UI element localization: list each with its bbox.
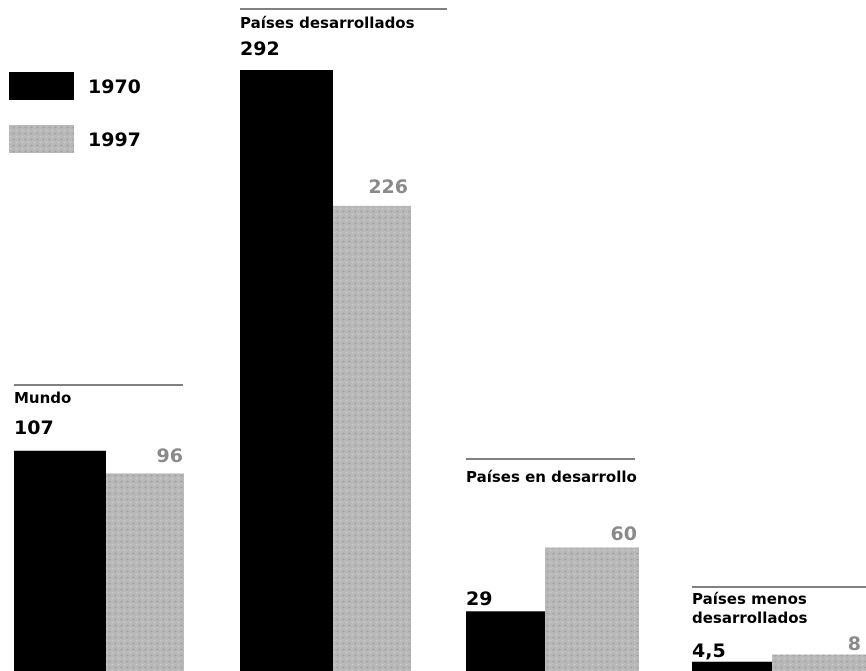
bar-group-mundo: Mundo 107 96 <box>14 384 184 671</box>
bar-1970 <box>14 450 106 671</box>
group-title: Países en desarrollo <box>466 468 637 486</box>
bar-1970 <box>692 661 772 671</box>
value-label-1970: 4,5 <box>692 640 726 662</box>
group-title-line2: desarrollados <box>692 609 808 627</box>
bar-group-paises-en-desarrollo: Países en desarrollo 60 29 <box>466 458 639 671</box>
legend-label-1970: 1970 <box>88 76 141 98</box>
legend-swatch-1997 <box>9 125 74 153</box>
legend: 1970 1997 <box>9 72 141 153</box>
legend-swatch-1970 <box>9 72 74 100</box>
bar-1997 <box>106 473 184 671</box>
value-label-1997: 8 <box>848 633 861 655</box>
bar-1970 <box>466 611 558 671</box>
value-label-1997: 60 <box>611 523 637 545</box>
value-label-1997: 226 <box>368 176 408 198</box>
value-label-1970: 107 <box>14 417 54 439</box>
legend-label-1997: 1997 <box>88 129 141 151</box>
value-label-1970: 29 <box>466 588 492 610</box>
bar-1997 <box>772 654 866 671</box>
group-title: Países menos <box>692 590 807 608</box>
bar-1970 <box>240 70 333 671</box>
bar-group-paises-menos-desarrollados: Países menos desarrollados 4,5 8 <box>692 586 866 671</box>
group-title: Mundo <box>14 389 71 407</box>
group-title: Países desarrollados <box>240 14 415 32</box>
bar-1997 <box>333 205 411 671</box>
value-label-1970: 292 <box>240 38 280 60</box>
value-label-1997: 96 <box>157 445 183 467</box>
bar-1997 <box>545 547 639 671</box>
bar-group-paises-desarrollados: Países desarrollados 292 226 <box>240 8 447 671</box>
